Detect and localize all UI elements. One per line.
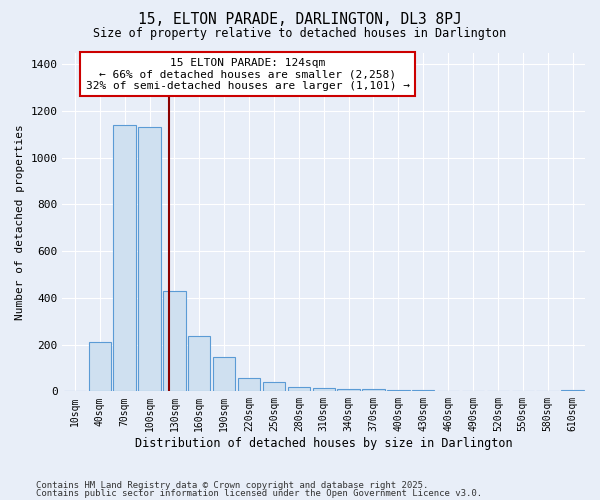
- Bar: [188, 336, 211, 392]
- Bar: [412, 390, 434, 392]
- Bar: [387, 390, 410, 392]
- Bar: [337, 389, 360, 392]
- Bar: [437, 390, 460, 392]
- Text: Contains public sector information licensed under the Open Government Licence v3: Contains public sector information licen…: [36, 489, 482, 498]
- Text: 15, ELTON PARADE, DARLINGTON, DL3 8PJ: 15, ELTON PARADE, DARLINGTON, DL3 8PJ: [138, 12, 462, 28]
- X-axis label: Distribution of detached houses by size in Darlington: Distribution of detached houses by size …: [135, 437, 512, 450]
- Bar: [113, 125, 136, 392]
- Bar: [362, 390, 385, 392]
- Bar: [139, 128, 161, 392]
- Bar: [313, 388, 335, 392]
- Text: Contains HM Land Registry data © Crown copyright and database right 2025.: Contains HM Land Registry data © Crown c…: [36, 480, 428, 490]
- Bar: [163, 291, 185, 392]
- Text: 15 ELTON PARADE: 124sqm
← 66% of detached houses are smaller (2,258)
32% of semi: 15 ELTON PARADE: 124sqm ← 66% of detache…: [86, 58, 410, 91]
- Y-axis label: Number of detached properties: Number of detached properties: [15, 124, 25, 320]
- Bar: [89, 342, 111, 392]
- Bar: [287, 386, 310, 392]
- Bar: [213, 358, 235, 392]
- Text: Size of property relative to detached houses in Darlington: Size of property relative to detached ho…: [94, 28, 506, 40]
- Bar: [238, 378, 260, 392]
- Bar: [263, 382, 285, 392]
- Bar: [562, 390, 584, 392]
